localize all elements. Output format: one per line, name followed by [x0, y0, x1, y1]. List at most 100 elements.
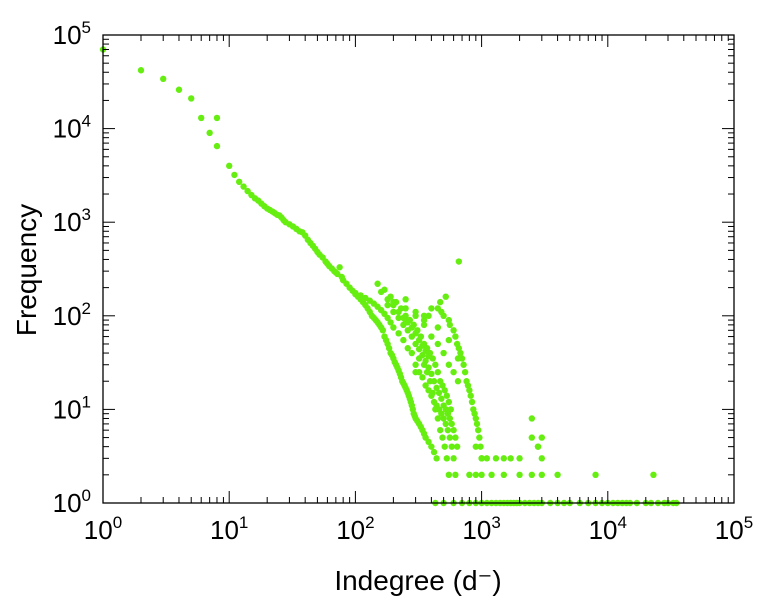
data-point [434, 368, 442, 376]
data-point [454, 378, 462, 385]
data-point [433, 384, 440, 392]
data-point [458, 355, 466, 362]
data-point [415, 345, 423, 353]
data-point [420, 316, 428, 324]
data-point [206, 129, 213, 137]
data-point [425, 438, 432, 446]
data-point [472, 443, 480, 450]
data-point [434, 324, 442, 331]
data-point [445, 316, 453, 324]
data-point [432, 406, 439, 413]
data-point [379, 327, 387, 334]
data-point [423, 368, 431, 376]
y-tick-label: 104 [53, 112, 91, 144]
data-point [554, 471, 561, 479]
data-point [500, 471, 508, 479]
data-point [412, 368, 419, 376]
data-point [475, 426, 482, 434]
data-point [437, 426, 444, 434]
data-point [390, 298, 397, 306]
data-point [244, 187, 251, 195]
x-tick-label: 101 [210, 513, 248, 545]
data-point [440, 415, 447, 422]
data-point [444, 426, 452, 434]
data-point [450, 327, 457, 334]
data-point [377, 288, 385, 296]
data-point [445, 471, 453, 479]
data-point [472, 471, 480, 479]
data-point [478, 455, 485, 462]
data-point [430, 448, 438, 456]
data-point [400, 336, 407, 344]
data-point [453, 443, 461, 450]
data-point [160, 75, 167, 83]
data-point [440, 349, 447, 357]
data-point [442, 420, 449, 428]
data-point [445, 336, 453, 344]
data-point [412, 361, 419, 368]
data-point [402, 296, 409, 303]
y-tick-label: 100 [53, 486, 91, 518]
data-point [438, 395, 445, 402]
x-tick-label: 104 [589, 513, 627, 545]
data-point [412, 340, 419, 348]
data-point [472, 415, 480, 422]
data-point [428, 443, 435, 450]
data-point [450, 368, 457, 376]
data-point [336, 264, 343, 271]
data-point [400, 321, 407, 329]
data-point [452, 434, 459, 441]
data-point [390, 324, 397, 331]
data-point [473, 420, 481, 428]
data-point [443, 455, 450, 462]
data-point [395, 314, 402, 322]
data-point [446, 415, 454, 422]
data-point [362, 294, 369, 302]
data-point [395, 308, 402, 316]
data-point [235, 178, 243, 186]
data-point [445, 398, 453, 406]
data-point [420, 321, 428, 329]
data-point [213, 114, 221, 122]
data-point [441, 443, 448, 450]
data-point [460, 361, 467, 368]
data-point [434, 415, 442, 422]
data-point [442, 293, 449, 300]
data-points [99, 46, 680, 507]
data-point [432, 361, 439, 368]
x-tick-label: 102 [336, 513, 374, 545]
data-point [452, 333, 459, 340]
data-point [374, 280, 381, 287]
x-tick-label: 105 [715, 513, 753, 545]
data-point [428, 305, 435, 312]
data-point [357, 292, 364, 299]
data-point [231, 171, 238, 179]
data-point [477, 443, 484, 450]
data-point [415, 355, 423, 362]
data-point [528, 415, 536, 422]
data-point [408, 333, 416, 340]
data-point [435, 389, 443, 397]
data-point [457, 349, 464, 357]
axes [102, 34, 735, 504]
data-point [443, 392, 450, 399]
data-point [466, 387, 473, 394]
data-point [429, 389, 436, 397]
y-tick-label: 103 [53, 205, 91, 237]
data-point [450, 455, 457, 462]
data-point [240, 183, 247, 190]
data-point [412, 308, 419, 316]
data-point [448, 420, 455, 428]
data-point [402, 316, 409, 324]
data-point [384, 301, 391, 309]
data-point [439, 382, 446, 389]
data-point [390, 308, 397, 316]
y-axis-label: Frequency [11, 204, 42, 336]
data-point [137, 67, 145, 74]
y-tick-label: 101 [53, 392, 91, 424]
tick-marks [102, 34, 735, 504]
y-tick-label: 105 [53, 18, 91, 50]
data-point [444, 410, 452, 417]
y-tick-label: 102 [53, 299, 91, 331]
